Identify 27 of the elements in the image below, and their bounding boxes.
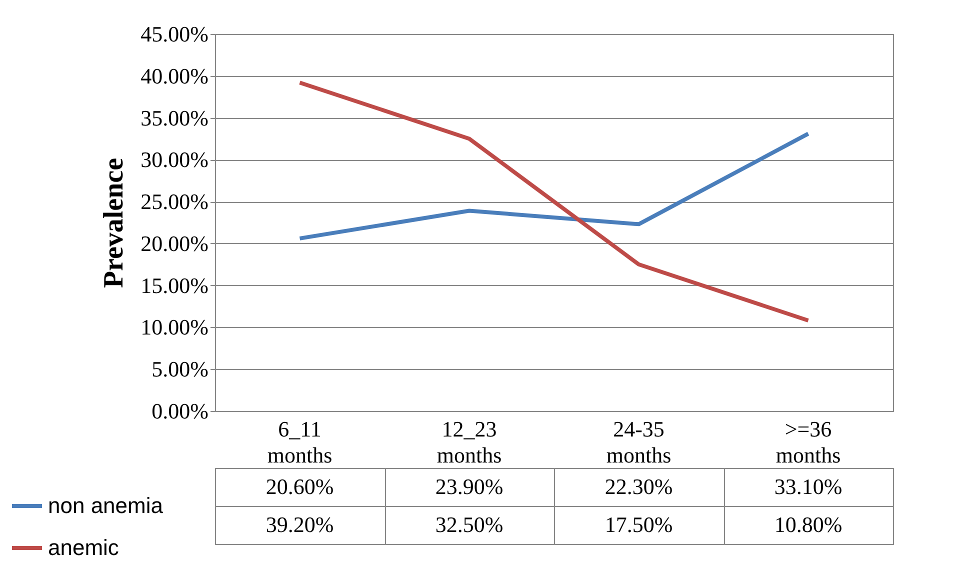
data-label: 32.50% xyxy=(435,512,504,537)
y-tick-label: 40.00% xyxy=(140,63,208,88)
y-tick-label: 30.00% xyxy=(140,147,208,172)
y-tick-label: 20.00% xyxy=(140,230,208,256)
x-tick-label: 6_11 months xyxy=(267,416,332,468)
data-label: 39.20% xyxy=(266,512,334,537)
data-label: 22.30% xyxy=(604,474,673,499)
line-series xyxy=(298,80,810,323)
data-label: 17.50% xyxy=(604,512,673,537)
y-tick-label: 35.00% xyxy=(140,105,208,130)
y-axis-title: Prevalence xyxy=(98,158,130,288)
y-tick-label: 45.00% xyxy=(140,22,208,46)
legend-label: anemic xyxy=(48,535,119,560)
legend-label: non anemia xyxy=(48,493,164,518)
y-tick-label: 15.00% xyxy=(140,272,208,298)
y-tick-label: 25.00% xyxy=(140,189,208,214)
data-label: 10.80% xyxy=(774,512,842,537)
x-tick-label: 12_23 months xyxy=(436,416,502,468)
data-label: 20.60% xyxy=(266,474,334,499)
y-tick-label: 0.00% xyxy=(152,398,208,424)
y-tick-label: 5.00% xyxy=(152,356,208,382)
data-label: 23.90% xyxy=(435,474,504,499)
data-label: 33.10% xyxy=(774,474,842,499)
x-tick-label: 24-35 months xyxy=(606,416,672,468)
y-tick-label: 10.00% xyxy=(140,314,208,340)
line-series xyxy=(298,132,810,240)
x-tick-label: >=36 months xyxy=(776,416,841,468)
